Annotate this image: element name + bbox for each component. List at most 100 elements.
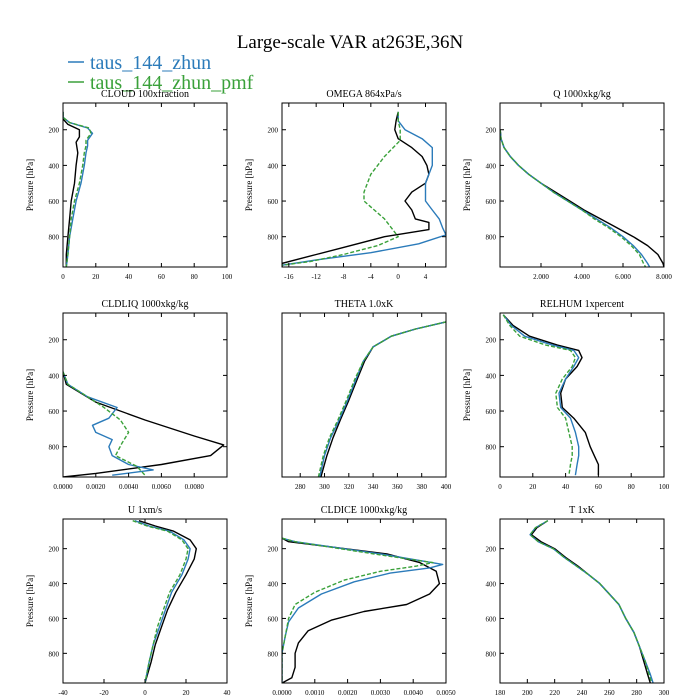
x-tick-label: 20	[529, 483, 537, 491]
panel-7: CLDICE 1000xkg/kg 0.0000 0.0010 0.0020 0.003…	[244, 505, 456, 697]
plot-frame	[281, 518, 447, 684]
y-tick-label: 600	[486, 615, 497, 623]
y-tick-label: 600	[49, 198, 60, 206]
plot-frame	[62, 518, 228, 684]
y-tick-label: 400	[268, 581, 279, 589]
panel-title: RELHUM 1xpercent	[540, 299, 624, 310]
series-line-0	[500, 129, 664, 267]
x-tick-label: 320	[344, 483, 355, 491]
series-line-0	[138, 520, 197, 683]
series-line-2	[282, 111, 401, 266]
series-line-2	[282, 537, 434, 683]
x-tick-label: -40	[58, 689, 68, 697]
y-axis-label: Pressure [hPa]	[25, 575, 35, 627]
x-tick-label: 6.000	[615, 273, 631, 281]
series-line-0	[320, 321, 446, 477]
x-tick-label: 340	[368, 483, 379, 491]
x-tick-label: 0.0040	[119, 483, 139, 491]
y-tick-label: 200	[49, 337, 60, 345]
y-tick-label: 800	[49, 444, 60, 452]
panel-title: U 1xm/s	[128, 505, 162, 516]
panel-8: T 1xK 180 200 220 240 260 280 300 200 400 600 800	[486, 505, 670, 697]
y-tick-label: 600	[268, 615, 279, 623]
x-tick-label: 0.0030	[371, 689, 391, 697]
figure-title: Large-scale VAR at263E,36N	[237, 32, 464, 53]
x-tick-label: 0.0080	[185, 483, 205, 491]
x-tick-label: 260	[604, 689, 615, 697]
y-tick-label: 800	[268, 234, 279, 242]
y-tick-label: 400	[49, 162, 60, 170]
x-tick-label: 8.000	[656, 273, 672, 281]
y-tick-label: 400	[49, 581, 60, 589]
panel-title: OMEGA 864xPa/s	[326, 89, 401, 100]
x-tick-label: 0.0000	[272, 689, 292, 697]
series-line-0	[530, 520, 651, 683]
x-tick-label: 0	[396, 273, 400, 281]
x-tick-label: 4.000	[574, 273, 590, 281]
y-tick-label: 800	[49, 650, 60, 658]
x-tick-label: 20	[183, 689, 191, 697]
series-line-0	[63, 111, 81, 267]
x-tick-label: 80	[628, 483, 636, 491]
x-tick-label: 100	[222, 273, 233, 281]
series-line-0	[63, 371, 225, 477]
plot-frame	[281, 312, 447, 478]
x-tick-label: -20	[99, 689, 109, 697]
y-axis-label: Pressure [hPa]	[244, 159, 254, 211]
y-axis-label: Pressure [hPa]	[462, 369, 472, 421]
panel-1: OMEGA 864xPa/s -16 -12 -8 -4 0 4 200 400 600 800 Pr…	[244, 89, 447, 281]
x-tick-label: 4	[424, 273, 428, 281]
panel-0: CLOUD 100xfraction 0 20 40 60 80 100 200 400 600 8…	[25, 89, 233, 281]
series-line-1	[500, 129, 651, 267]
panel-4: THETA 1.0xK 280 300 320 340 360 380 400	[281, 299, 452, 491]
y-tick-label: 800	[486, 444, 497, 452]
series-line-2	[500, 129, 647, 267]
panel-title: THETA 1.0xK	[335, 299, 394, 310]
x-tick-label: 40	[125, 273, 133, 281]
x-tick-label: 0	[498, 483, 502, 491]
y-tick-label: 600	[268, 198, 279, 206]
x-tick-label: 280	[631, 689, 642, 697]
x-tick-label: 180	[495, 689, 506, 697]
x-tick-label: 100	[659, 483, 670, 491]
series-line-1	[282, 111, 446, 266]
series-line-2	[63, 371, 146, 476]
y-tick-label: 400	[486, 372, 497, 380]
y-tick-label: 400	[268, 162, 279, 170]
y-tick-label: 600	[486, 198, 497, 206]
panel-5: RELHUM 1xpercent 0 20 40 60 80 100 200 400 600 800…	[462, 299, 670, 491]
figure-legend: taus_144_zhun taus_144_zhun_pmf	[68, 52, 254, 94]
x-tick-label: 60	[595, 483, 603, 491]
y-tick-label: 200	[486, 337, 497, 345]
y-axis-label: Pressure [hPa]	[25, 369, 35, 421]
x-tick-label: 380	[416, 483, 427, 491]
panel-title: CLDICE 1000xkg/kg	[321, 505, 407, 516]
x-tick-label: 80	[191, 273, 199, 281]
x-tick-label: 0.0040	[404, 689, 424, 697]
x-tick-label: 400	[441, 483, 452, 491]
x-tick-label: 360	[392, 483, 403, 491]
panel-title: T 1xK	[569, 505, 595, 516]
x-tick-label: 40	[562, 483, 570, 491]
plot-frame	[281, 102, 447, 268]
series-line-0	[502, 314, 600, 476]
x-tick-label: 280	[295, 483, 306, 491]
x-tick-label: 300	[319, 483, 330, 491]
plot-frame	[499, 312, 665, 478]
y-tick-label: 200	[49, 127, 60, 135]
panel-title: CLOUD 100xfraction	[101, 89, 189, 100]
legend-label-0: taus_144_zhun	[90, 52, 211, 74]
y-axis-label: Pressure [hPa]	[244, 575, 254, 627]
x-tick-label: 0	[143, 689, 147, 697]
panel-title: Q 1000xkg/kg	[553, 89, 611, 100]
y-tick-label: 800	[486, 650, 497, 658]
series-line-2	[317, 321, 446, 477]
x-tick-label: -4	[368, 273, 374, 281]
x-tick-label: 200	[522, 689, 533, 697]
series-line-1	[134, 520, 191, 683]
x-tick-label: 20	[92, 273, 100, 281]
x-tick-label: 0.0010	[305, 689, 325, 697]
x-tick-label: 0.0020	[338, 689, 358, 697]
